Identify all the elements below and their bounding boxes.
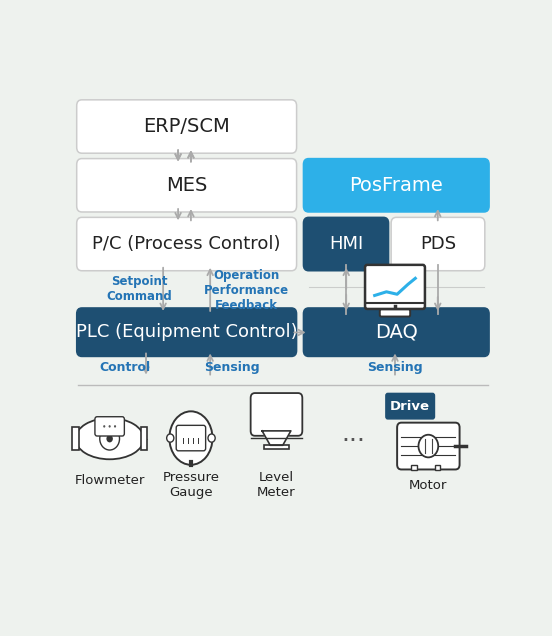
Circle shape	[107, 435, 113, 443]
Text: Setpoint
Command: Setpoint Command	[107, 275, 172, 303]
Circle shape	[208, 434, 215, 442]
Text: Pressure
Gauge: Pressure Gauge	[162, 471, 220, 499]
FancyBboxPatch shape	[397, 423, 460, 469]
FancyBboxPatch shape	[77, 308, 296, 356]
Text: Sensing: Sensing	[204, 361, 259, 374]
FancyBboxPatch shape	[141, 427, 147, 450]
FancyBboxPatch shape	[95, 417, 124, 436]
FancyBboxPatch shape	[304, 218, 389, 271]
FancyBboxPatch shape	[304, 308, 489, 356]
Text: MES: MES	[166, 176, 208, 195]
Text: ERP/SCM: ERP/SCM	[144, 117, 230, 136]
Text: PosFrame: PosFrame	[349, 176, 443, 195]
FancyBboxPatch shape	[385, 392, 435, 420]
FancyBboxPatch shape	[304, 158, 489, 212]
Circle shape	[418, 435, 438, 457]
Circle shape	[114, 425, 116, 427]
FancyBboxPatch shape	[434, 464, 440, 470]
Polygon shape	[262, 431, 291, 445]
Text: PLC (Equipment Control): PLC (Equipment Control)	[76, 323, 298, 341]
FancyBboxPatch shape	[391, 218, 485, 271]
Text: Motor: Motor	[409, 479, 448, 492]
FancyBboxPatch shape	[77, 158, 296, 212]
Text: DAQ: DAQ	[375, 322, 418, 342]
Text: Drive: Drive	[390, 399, 430, 413]
FancyBboxPatch shape	[251, 393, 302, 436]
FancyBboxPatch shape	[77, 218, 296, 271]
Text: ···: ···	[342, 429, 365, 453]
FancyBboxPatch shape	[77, 100, 296, 153]
FancyBboxPatch shape	[380, 310, 410, 317]
Text: P/C (Process Control): P/C (Process Control)	[92, 235, 281, 253]
Text: Control: Control	[99, 361, 150, 374]
Ellipse shape	[76, 418, 144, 459]
Text: Operation
Performance
Feedback: Operation Performance Feedback	[204, 269, 289, 312]
Text: PDS: PDS	[420, 235, 456, 253]
Text: HMI: HMI	[329, 235, 363, 253]
Circle shape	[103, 425, 105, 427]
Circle shape	[100, 427, 120, 450]
Text: Sensing: Sensing	[367, 361, 423, 374]
FancyBboxPatch shape	[176, 425, 206, 451]
Circle shape	[109, 425, 111, 427]
FancyBboxPatch shape	[411, 464, 417, 470]
Circle shape	[167, 434, 174, 442]
FancyBboxPatch shape	[72, 427, 79, 450]
Ellipse shape	[169, 411, 213, 465]
Text: Flowmeter: Flowmeter	[75, 474, 145, 487]
FancyBboxPatch shape	[370, 272, 420, 303]
Text: Level
Meter: Level Meter	[257, 471, 296, 499]
FancyBboxPatch shape	[365, 265, 425, 309]
FancyBboxPatch shape	[264, 445, 289, 450]
